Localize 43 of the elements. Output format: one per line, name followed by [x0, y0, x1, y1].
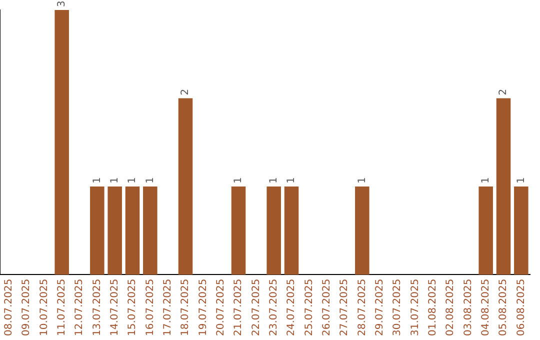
- x-tick-label: 18.07.2025: [180, 278, 192, 336]
- x-tick-label: 22.07.2025: [250, 278, 262, 336]
- x-tick-label: 31.07.2025: [410, 278, 421, 336]
- data-label: 1: [92, 177, 103, 184]
- x-tick-label: 15.07.2025: [127, 278, 138, 336]
- data-label: 1: [233, 177, 244, 184]
- data-label: 1: [127, 177, 138, 184]
- x-tick-label: 29.07.2025: [374, 278, 386, 336]
- x-tick-label: 05.08.2025: [498, 278, 510, 336]
- data-label: 1: [268, 177, 280, 184]
- x-tick-label: 20.07.2025: [215, 278, 226, 336]
- x-tick-label: 12.07.2025: [74, 278, 86, 336]
- x-tick-label: 14.07.2025: [109, 278, 120, 336]
- data-label: 1: [144, 177, 156, 184]
- data-label: 1: [356, 177, 368, 184]
- x-tick-label: 01.08.2025: [427, 278, 438, 336]
- x-tick-label: 25.07.2025: [304, 278, 315, 336]
- x-tick-label: 10.07.2025: [38, 278, 50, 336]
- x-tick-label: 03.08.2025: [462, 278, 474, 336]
- data-label: 2: [180, 88, 192, 96]
- data-label: 1: [109, 177, 120, 184]
- x-tick-label: 09.07.2025: [21, 278, 32, 336]
- data-label: 1: [286, 177, 298, 184]
- x-tick-label: 16.07.2025: [144, 278, 156, 336]
- x-tick-label: 27.07.2025: [339, 278, 350, 336]
- x-tick-label: 30.07.2025: [392, 278, 404, 336]
- x-tick-label: 17.07.2025: [162, 278, 174, 336]
- x-tick-label: 26.07.2025: [321, 278, 332, 336]
- data-label: 1: [516, 177, 527, 184]
- x-tick-label: 23.07.2025: [268, 278, 280, 336]
- x-tick-label: 19.07.2025: [198, 278, 209, 336]
- x-tick-label: 06.08.2025: [516, 278, 527, 336]
- x-tick-label: 11.07.2025: [56, 278, 68, 336]
- x-tick-label: 13.07.2025: [92, 278, 103, 336]
- data-label: 2: [498, 88, 510, 96]
- x-tick-label: 04.08.2025: [480, 278, 492, 336]
- data-label: 1: [480, 177, 492, 184]
- data-label: 3: [56, 0, 68, 7]
- x-tick-label: 08.07.2025: [3, 278, 14, 336]
- x-tick-label: 02.08.2025: [445, 278, 456, 336]
- x-tick-label: 21.07.2025: [233, 278, 244, 336]
- x-tick-label: 28.07.2025: [356, 278, 368, 336]
- x-tick-label: 24.07.2025: [286, 278, 298, 336]
